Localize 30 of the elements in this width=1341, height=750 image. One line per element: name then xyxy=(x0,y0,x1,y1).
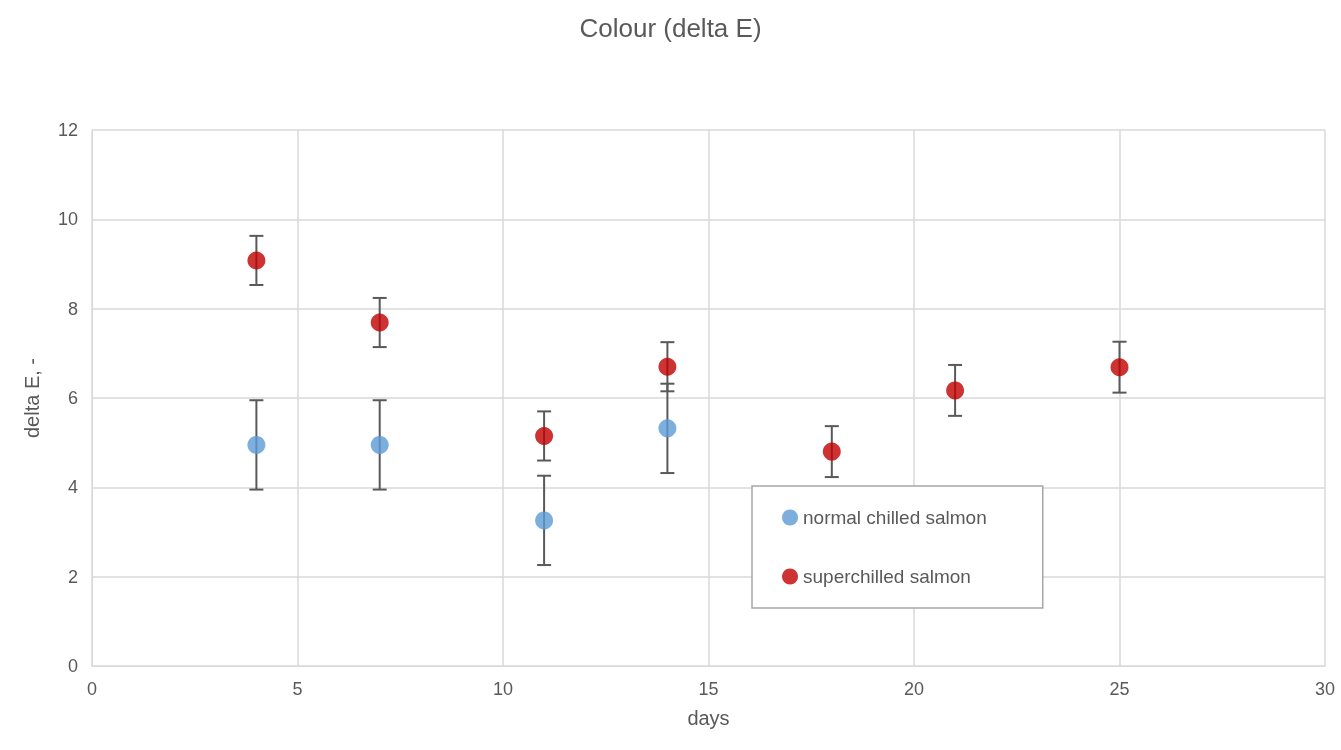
point xyxy=(535,511,554,530)
x-tick-label: 10 xyxy=(492,679,514,699)
point xyxy=(1110,358,1129,377)
point xyxy=(370,313,389,332)
y-tick-label: 2 xyxy=(67,566,78,587)
y-tick-label: 6 xyxy=(67,388,78,408)
point xyxy=(658,419,677,438)
x-tick-label: 15 xyxy=(698,679,719,699)
point xyxy=(370,435,389,454)
x-tick-label: 30 xyxy=(1314,679,1336,699)
y-axis-title: delta E, - xyxy=(21,357,43,439)
x-tick-label: 0 xyxy=(86,679,98,699)
y-tick-label: 0 xyxy=(67,656,78,676)
point xyxy=(247,435,266,454)
legend-label: normal chilled salmon xyxy=(803,507,987,528)
y-tick-label: 12 xyxy=(57,120,78,140)
x-tick-label: 25 xyxy=(1109,679,1130,699)
y-tick-label: 4 xyxy=(67,477,78,498)
x-axis-title: days xyxy=(687,707,730,729)
point xyxy=(822,442,841,461)
x-tick-label: 5 xyxy=(292,679,303,699)
point xyxy=(946,381,965,400)
point xyxy=(535,426,554,445)
y-tick-label: 10 xyxy=(57,209,78,230)
point xyxy=(247,251,266,270)
x-tick-label: 20 xyxy=(903,679,925,699)
point xyxy=(658,357,677,376)
chart-title: Colour (delta E) xyxy=(579,13,762,43)
legend-label: superchilled salmon xyxy=(803,566,971,587)
y-tick-label: 8 xyxy=(67,298,78,319)
